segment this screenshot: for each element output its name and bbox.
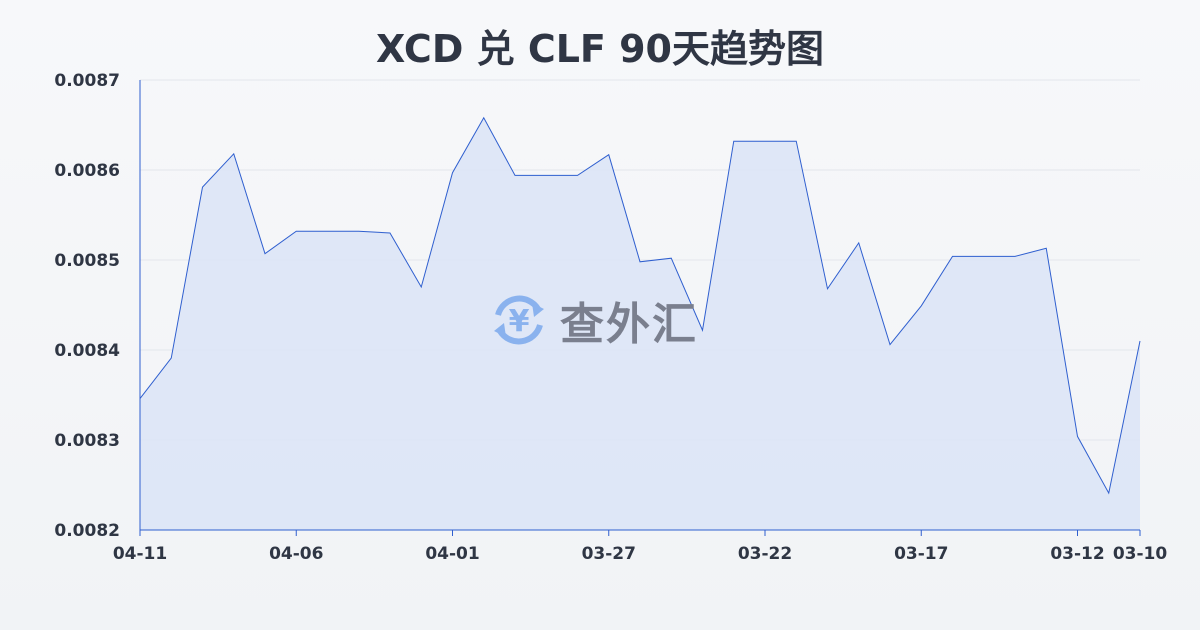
watermark-text: 查外汇: [560, 299, 698, 350]
series-line: [139, 116, 1141, 495]
y-tick-label: 0.0084: [54, 341, 120, 361]
x-tick-label: 03-12: [1050, 544, 1104, 564]
chart-title: XCD 兑 CLF 90天趋势图: [375, 27, 824, 71]
y-tick-label: 0.0082: [54, 521, 120, 541]
x-tick-label: 04-11: [113, 544, 167, 564]
y-tick-label: 0.0083: [54, 431, 120, 451]
watermark: ¥ 查外汇: [488, 288, 698, 352]
x-tick-label: 03-27: [582, 544, 636, 564]
y-tick-label: 0.0085: [54, 251, 120, 271]
x-tick-label: 03-17: [894, 544, 948, 564]
svg-text:¥: ¥: [509, 304, 530, 339]
x-tick-label: 03-22: [738, 544, 792, 564]
x-tick-label: 03-10: [1113, 544, 1168, 564]
area-fill: [140, 117, 1140, 531]
yen-exchange-icon: ¥: [494, 295, 544, 345]
y-tick-label: 0.0087: [54, 71, 120, 91]
x-tick-label: 04-06: [269, 544, 323, 564]
y-tick-label: 0.0086: [54, 161, 120, 181]
x-tick-label: 04-01: [425, 544, 479, 564]
